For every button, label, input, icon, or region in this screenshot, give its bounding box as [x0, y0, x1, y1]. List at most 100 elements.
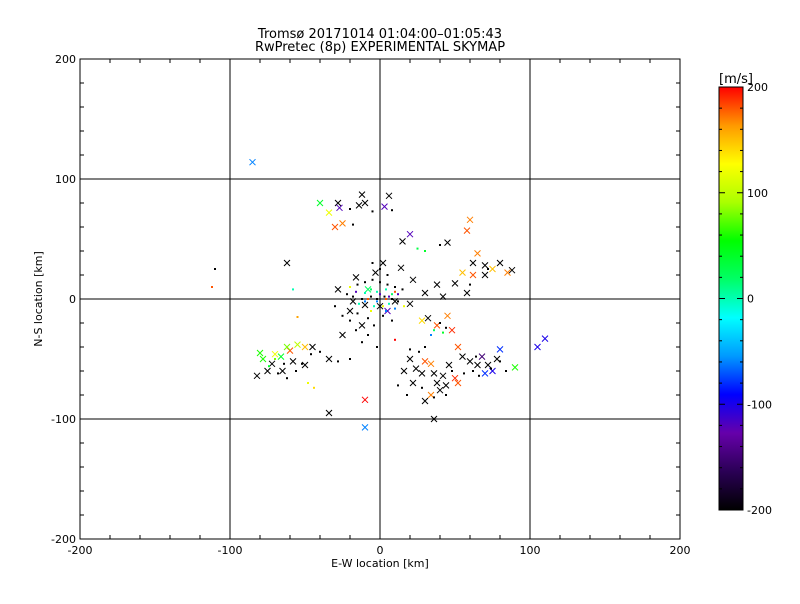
- x-tick-label: 0: [377, 544, 384, 557]
- data-point-dot: [433, 396, 435, 399]
- data-point-cross: [481, 271, 489, 279]
- data-point-cross: [469, 271, 477, 279]
- data-point-cross: [336, 204, 343, 212]
- data-point-dot: [445, 326, 447, 329]
- data-point-dot: [301, 362, 303, 365]
- data-point-cross: [454, 343, 462, 351]
- data-point-cross: [381, 203, 388, 210]
- data-point-dot: [505, 370, 507, 372]
- data-point-cross: [445, 361, 453, 369]
- colorbar: [m/s] -200 -100 0 100 200: [718, 72, 772, 517]
- data-point-cross: [418, 317, 426, 324]
- data-point-cross: [541, 335, 549, 342]
- data-point-dot: [385, 310, 387, 312]
- data-point-cross: [361, 199, 369, 207]
- data-point-cross: [427, 360, 435, 368]
- data-point-cross: [339, 220, 346, 227]
- data-point-cross: [325, 355, 333, 363]
- data-point-cross: [264, 367, 271, 375]
- data-point-cross: [364, 286, 372, 293]
- data-point-dot: [499, 360, 501, 363]
- data-point-dot: [406, 394, 408, 396]
- data-point-dot: [376, 300, 378, 303]
- data-point-cross: [253, 372, 261, 380]
- data-point-dot: [296, 316, 299, 318]
- data-point-dot: [385, 298, 387, 300]
- data-point-cross: [339, 331, 346, 339]
- data-point-cross: [421, 289, 429, 297]
- data-point-cross: [379, 259, 387, 267]
- data-point-dot: [394, 307, 396, 310]
- data-point-cross: [385, 192, 393, 200]
- data-point-dot: [439, 322, 441, 324]
- data-point-cross: [439, 372, 447, 380]
- data-point-cross: [451, 374, 459, 382]
- data-point-cross: [466, 358, 474, 365]
- data-point-dot: [409, 348, 411, 351]
- data-point-dot: [358, 302, 360, 305]
- data-point-cross: [421, 397, 429, 405]
- data-point-cross: [361, 396, 369, 404]
- x-axis-label: E-W location [km]: [331, 557, 429, 570]
- data-point-dot: [352, 223, 354, 226]
- data-point-cross: [478, 353, 486, 360]
- axis-tick-labels: -200 -100 0 100 200 -200 -100 0 100 200: [51, 53, 690, 557]
- data-point-dot: [310, 353, 312, 356]
- plot-frame: [79, 58, 681, 540]
- data-point-dot: [355, 290, 357, 293]
- data-point-cross: [384, 307, 391, 315]
- data-point-dot: [439, 244, 441, 246]
- data-point-cross: [358, 322, 366, 329]
- data-point-cross: [508, 266, 516, 274]
- data-point-dot: [382, 305, 384, 308]
- data-point-dot: [370, 295, 372, 298]
- y-tick-label: -200: [51, 533, 76, 546]
- data-point-dot: [313, 386, 315, 389]
- data-point-dot: [391, 298, 393, 300]
- data-point-dot: [442, 331, 444, 334]
- data-point-cross: [454, 379, 462, 387]
- data-point-cross: [399, 238, 406, 245]
- data-point-cross: [496, 346, 504, 353]
- x-tick-label: -100: [218, 544, 243, 557]
- data-point-dot: [307, 382, 309, 384]
- data-point-cross: [504, 269, 511, 276]
- data-point-dot: [487, 268, 489, 270]
- data-point-dot: [364, 281, 366, 284]
- data-point-dot: [382, 314, 384, 317]
- x-tick-label: 100: [520, 544, 541, 557]
- data-point-dot: [371, 278, 374, 281]
- data-point-dot: [283, 362, 285, 365]
- data-point-dot: [416, 247, 419, 250]
- data-point-cross: [412, 365, 420, 372]
- data-point-dot: [367, 334, 369, 336]
- data-point-cross: [331, 223, 339, 231]
- data-point-cross: [484, 361, 492, 369]
- data-point-dot: [490, 367, 492, 370]
- data-point-dot: [367, 317, 369, 320]
- data-point-dot: [433, 329, 435, 332]
- data-point-dot: [337, 360, 339, 363]
- data-point-dot: [352, 295, 354, 298]
- data-point-cross: [444, 239, 451, 246]
- data-point-cross: [361, 424, 369, 431]
- data-point-dot: [364, 300, 366, 303]
- data-point-dot: [388, 295, 390, 298]
- data-point-dot: [430, 334, 432, 336]
- data-point-cross: [433, 379, 441, 387]
- data-point-cross: [466, 216, 474, 224]
- data-point-cross: [406, 230, 414, 238]
- chart-subtitle: RwPretec (8p) EXPERIMENTAL SKYMAP: [255, 40, 505, 55]
- data-point-cross: [459, 269, 466, 276]
- data-point-dot: [214, 268, 216, 270]
- data-point-cross: [451, 280, 459, 287]
- data-point-dot: [277, 372, 279, 375]
- data-point-cross: [430, 415, 438, 423]
- data-point-dot: [373, 305, 375, 308]
- data-point-dot: [475, 355, 477, 358]
- colorbar-tick-label: 0: [747, 293, 754, 306]
- data-point-dot: [371, 262, 374, 264]
- y-tick-label: 200: [55, 53, 76, 66]
- data-point-cross: [289, 358, 297, 365]
